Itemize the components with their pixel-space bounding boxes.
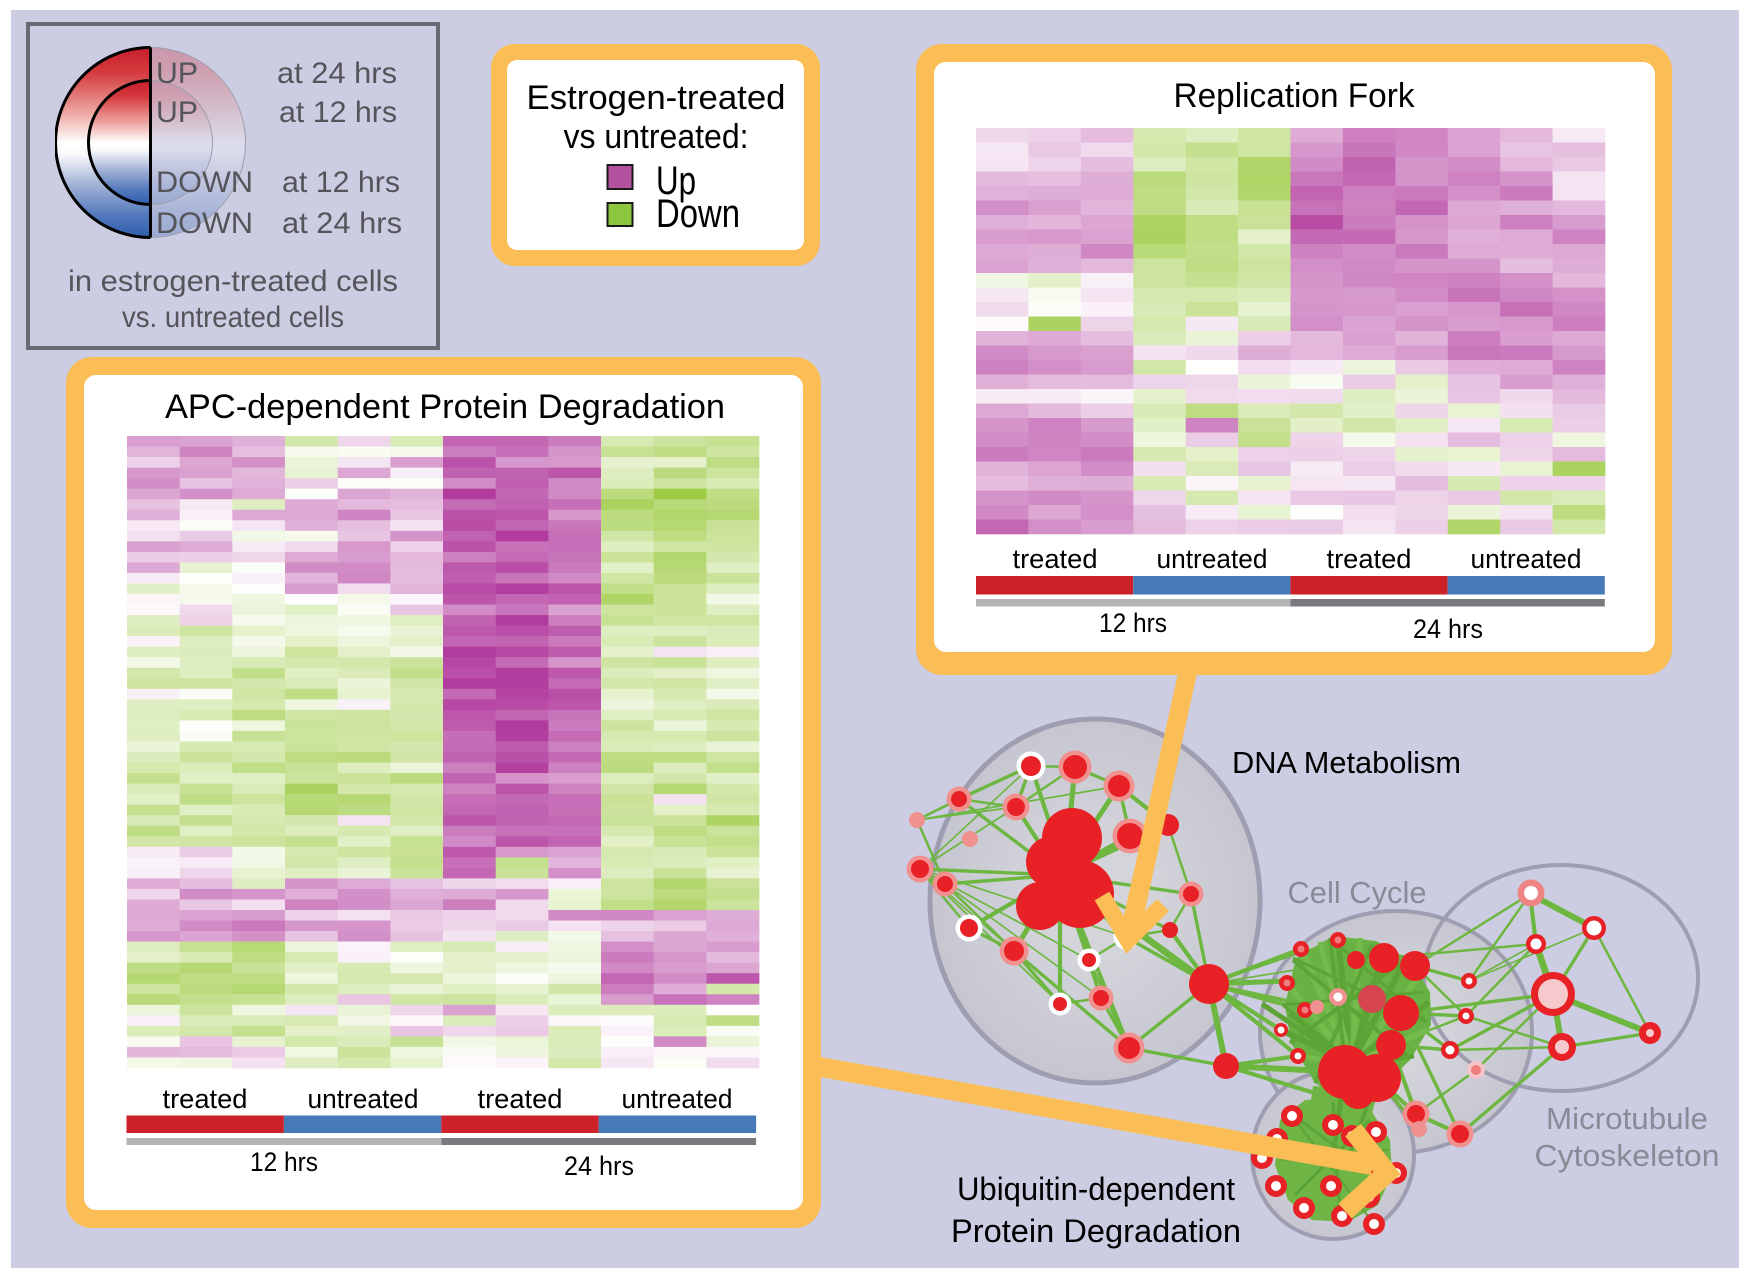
svg-text:vs untreated:: vs untreated: xyxy=(564,118,749,156)
svg-text:Replication Fork: Replication Fork xyxy=(1174,77,1416,115)
svg-text:at 12 hrs: at 12 hrs xyxy=(282,166,400,199)
svg-text:treated: treated xyxy=(478,1084,563,1114)
svg-text:UP: UP xyxy=(156,96,198,129)
svg-text:vs. untreated cells: vs. untreated cells xyxy=(122,301,344,334)
svg-text:APC-dependent Protein Degradat: APC-dependent Protein Degradation xyxy=(165,388,725,426)
svg-text:DOWN: DOWN xyxy=(156,166,253,199)
svg-text:untreated: untreated xyxy=(1471,544,1582,574)
svg-text:12 hrs: 12 hrs xyxy=(1099,608,1167,638)
svg-text:Protein Degradation: Protein Degradation xyxy=(951,1213,1241,1249)
svg-text:Microtubule: Microtubule xyxy=(1546,1101,1708,1136)
svg-text:at 24 hrs: at 24 hrs xyxy=(282,207,402,240)
svg-text:DNA Metabolism: DNA Metabolism xyxy=(1232,745,1461,780)
svg-text:Cytoskeleton: Cytoskeleton xyxy=(1535,1138,1720,1173)
svg-text:24 hrs: 24 hrs xyxy=(564,1151,634,1181)
svg-text:Cell Cycle: Cell Cycle xyxy=(1288,875,1427,910)
svg-text:at 12 hrs: at 12 hrs xyxy=(279,96,397,129)
svg-text:untreated: untreated xyxy=(308,1084,419,1114)
svg-text:at 24 hrs: at 24 hrs xyxy=(277,57,397,90)
svg-text:Down: Down xyxy=(656,192,740,236)
svg-text:UP: UP xyxy=(156,57,198,90)
svg-text:treated: treated xyxy=(1013,544,1098,574)
svg-text:24 hrs: 24 hrs xyxy=(1413,614,1483,644)
svg-text:Up: Up xyxy=(656,159,696,203)
svg-text:untreated: untreated xyxy=(622,1084,733,1114)
svg-text:DOWN: DOWN xyxy=(156,207,253,240)
svg-text:12 hrs: 12 hrs xyxy=(250,1147,318,1177)
svg-text:in estrogen-treated cells: in estrogen-treated cells xyxy=(68,265,398,298)
svg-text:Estrogen-treated: Estrogen-treated xyxy=(527,79,786,117)
svg-text:treated: treated xyxy=(163,1084,248,1114)
svg-text:treated: treated xyxy=(1327,544,1412,574)
svg-text:Ubiquitin-dependent: Ubiquitin-dependent xyxy=(957,1171,1235,1207)
svg-text:untreated: untreated xyxy=(1157,544,1268,574)
